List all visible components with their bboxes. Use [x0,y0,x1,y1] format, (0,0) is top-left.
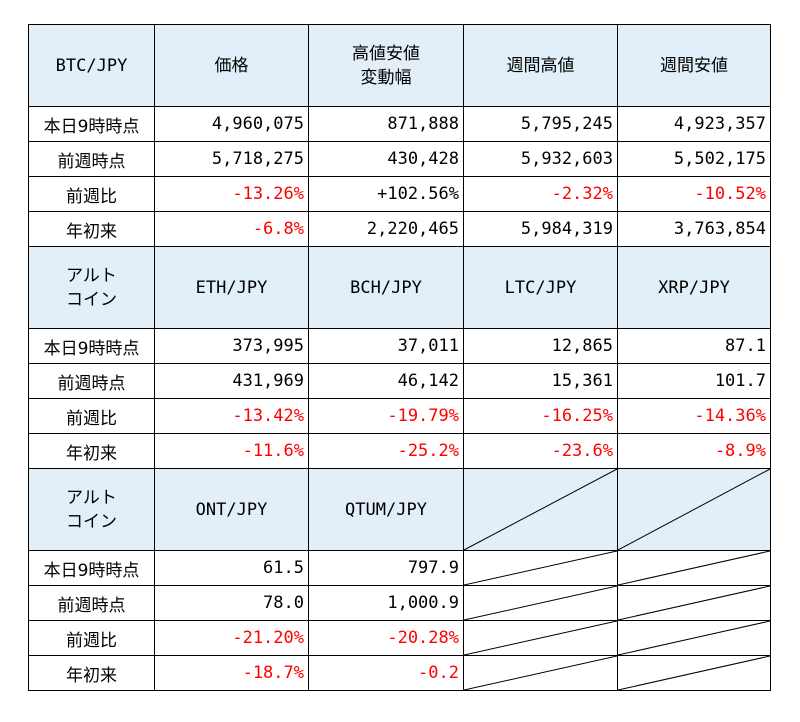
row-label: 本日9時時点 [28,550,155,586]
cell-value: 430,428 [308,141,464,177]
cell-value: -8.9% [617,433,771,469]
price-header: 価格 [154,24,309,107]
cell-value: -0.2 [308,655,464,691]
row-label: 年初来 [28,655,155,691]
alt2-header-row: アルト コイン ONT/JPY QTUM/JPY [28,468,771,551]
table-row: 前週時点 5,718,275 430,428 5,932,603 5,502,1… [28,141,771,177]
table-row: 年初来 -6.8% 2,220,465 5,984,319 3,763,854 [28,211,771,247]
cell-value: -13.42% [154,398,309,434]
row-label: 前週時点 [28,141,155,177]
coin-header: ETH/JPY [154,246,309,329]
table-row: 本日9時時点 61.5 797.9 [28,550,771,586]
btc-header-row: BTC/JPY 価格 高値安値 変動幅 週間高値 週間安値 [28,24,771,107]
cell-value: -18.7% [154,655,309,691]
empty-cell [617,585,771,621]
cell-value: 373,995 [154,328,309,364]
empty-cell [617,550,771,586]
altcoin-header-line2: コイン [66,511,117,532]
table-row: 前週時点 431,969 46,142 15,361 101.7 [28,363,771,399]
altcoin-header-line1: アルト [66,487,117,508]
cell-value: -23.6% [463,433,618,469]
cell-value: 4,923,357 [617,106,771,142]
btc-pair-header: BTC/JPY [28,24,155,107]
cell-value: -2.32% [463,176,618,212]
cell-value: 871,888 [308,106,464,142]
cell-value: 46,142 [308,363,464,399]
table-row: 本日9時時点 373,995 37,011 12,865 87.1 [28,328,771,364]
row-label: 前週比 [28,398,155,434]
altcoin-header-line1: アルト [66,265,117,286]
range-header-line1: 高値安値 [352,43,420,64]
cell-value: 12,865 [463,328,618,364]
cell-value: 5,984,319 [463,211,618,247]
cell-value: 37,011 [308,328,464,364]
coin-header: BCH/JPY [308,246,464,329]
table-row: 前週比 -13.26% +102.56% -2.32% -10.52% [28,176,771,212]
cell-value: -20.28% [308,620,464,656]
cell-value: -13.26% [154,176,309,212]
coin-header: QTUM/JPY [308,468,464,551]
table-row: 前週比 -21.20% -20.28% [28,620,771,656]
empty-cell [463,585,618,621]
weekly-high-header: 週間高値 [463,24,618,107]
cell-value: 5,502,175 [617,141,771,177]
row-label: 前週時点 [28,585,155,621]
cell-value: 797.9 [308,550,464,586]
cell-value: 101.7 [617,363,771,399]
cell-value: 5,795,245 [463,106,618,142]
coin-header: ONT/JPY [154,468,309,551]
empty-cell [463,620,618,656]
empty-cell [463,468,618,551]
cell-value: -14.36% [617,398,771,434]
range-header: 高値安値 変動幅 [308,24,464,107]
empty-cell [617,620,771,656]
altcoin-header: アルト コイン [28,246,155,329]
cell-value: 87.1 [617,328,771,364]
table-row: 年初来 -11.6% -25.2% -23.6% -8.9% [28,433,771,469]
cell-value: +102.56% [308,176,464,212]
cell-value: -6.8% [154,211,309,247]
row-label: 年初来 [28,211,155,247]
table-row: 本日9時時点 4,960,075 871,888 5,795,245 4,923… [28,106,771,142]
cell-value: -21.20% [154,620,309,656]
row-label: 前週時点 [28,363,155,399]
cell-value: 3,763,854 [617,211,771,247]
row-label: 本日9時時点 [28,328,155,364]
crypto-price-table: BTC/JPY 価格 高値安値 変動幅 週間高値 週間安値 本日9時時点 4,9… [28,24,771,691]
cell-value: 5,932,603 [463,141,618,177]
row-label: 前週比 [28,176,155,212]
cell-value: 2,220,465 [308,211,464,247]
cell-value: 431,969 [154,363,309,399]
weekly-low-header: 週間安値 [617,24,771,107]
cell-value: 61.5 [154,550,309,586]
cell-value: 1,000.9 [308,585,464,621]
empty-cell [463,550,618,586]
row-label: 本日9時時点 [28,106,155,142]
table-row: 前週比 -13.42% -19.79% -16.25% -14.36% [28,398,771,434]
empty-cell [617,655,771,691]
empty-cell [463,655,618,691]
alt1-header-row: アルト コイン ETH/JPY BCH/JPY LTC/JPY XRP/JPY [28,246,771,329]
cell-value: 78.0 [154,585,309,621]
cell-value: -11.6% [154,433,309,469]
row-label: 年初来 [28,433,155,469]
cell-value: 5,718,275 [154,141,309,177]
coin-header: LTC/JPY [463,246,618,329]
table-row: 年初来 -18.7% -0.2 [28,655,771,691]
cell-value: -25.2% [308,433,464,469]
range-header-line2: 変動幅 [360,67,412,88]
coin-header: XRP/JPY [617,246,771,329]
altcoin-header: アルト コイン [28,468,155,551]
cell-value: 4,960,075 [154,106,309,142]
table-row: 前週時点 78.0 1,000.9 [28,585,771,621]
cell-value: -10.52% [617,176,771,212]
cell-value: 15,361 [463,363,618,399]
row-label: 前週比 [28,620,155,656]
cell-value: -19.79% [308,398,464,434]
altcoin-header-line2: コイン [66,289,117,310]
empty-cell [617,468,771,551]
cell-value: -16.25% [463,398,618,434]
